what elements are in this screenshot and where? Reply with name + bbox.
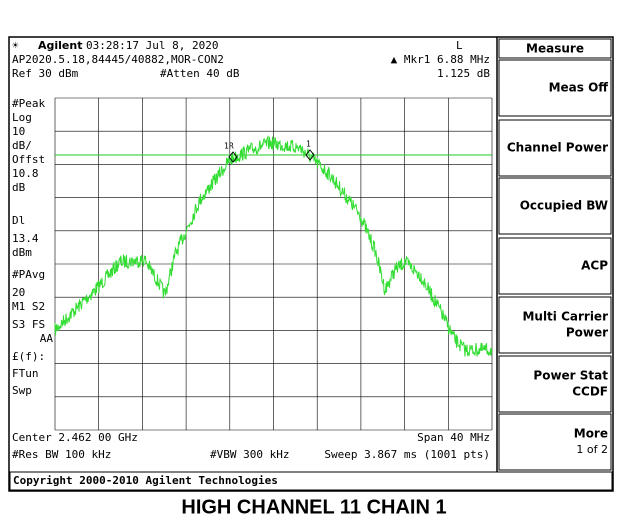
marker-delta-label: 1: [306, 140, 311, 149]
side-label: #PAvg: [12, 268, 45, 281]
menu-label: Meas Off: [549, 81, 609, 95]
vbw: #VBW 300 kHz: [210, 448, 289, 461]
menu-title-box: [498, 38, 612, 59]
marker-value: 1.125 dB: [437, 67, 490, 80]
side-label: Offst: [12, 153, 45, 166]
side-label: S3 FS: [12, 318, 45, 331]
menu-label: 1 of 2: [576, 443, 608, 456]
side-label: #Peak: [12, 97, 45, 110]
side-label: dB: [12, 181, 26, 194]
menu-title: Measure: [526, 42, 584, 56]
mode: L: [456, 39, 463, 52]
caption: HIGH CHANNEL 11 CHAIN 1: [181, 496, 446, 518]
status-bar: [9, 471, 613, 491]
side-label: FTun: [12, 367, 39, 380]
file-name: AP2020.5.18,84445/40882,MOR-CON2: [12, 53, 224, 66]
side-label: M1 S2: [12, 300, 45, 313]
rbw: #Res BW 100 kHz: [12, 448, 111, 461]
ref-level: Ref 30 dBm: [12, 67, 79, 80]
time: 03:28:17 Jul 8, 2020: [86, 39, 218, 52]
side-label: Swp: [12, 384, 32, 397]
menu-label: Multi Carrier: [522, 310, 608, 324]
side-label: dB/: [12, 139, 32, 152]
side-label: Log: [12, 111, 32, 124]
menu-button[interactable]: [498, 177, 612, 235]
menu-label: Power Stat: [533, 369, 608, 383]
menu-button[interactable]: [498, 59, 612, 117]
sweep: Sweep 3.867 ms (1001 pts): [324, 448, 490, 461]
menu-label: Power: [566, 326, 608, 340]
side-label: AA: [40, 332, 54, 345]
center-freq: Center 2.462 00 GHz: [12, 431, 138, 444]
marker-ref-label: 1R: [224, 142, 234, 151]
copyright: Copyright 2000-2010 Agilent Technologies: [13, 474, 278, 487]
menu-button[interactable]: [498, 355, 612, 413]
side-label: £(f):: [12, 350, 45, 363]
sun-icon: ☀: [12, 39, 19, 52]
span: Span 40 MHz: [417, 431, 490, 444]
brand: Agilent: [38, 39, 82, 52]
menu-button[interactable]: [498, 413, 612, 471]
marker-delta: [305, 149, 315, 161]
trace: [54, 134, 492, 357]
side-label: 13.4: [12, 232, 39, 245]
menu-button[interactable]: [498, 119, 612, 177]
menu-label: Occupied BW: [520, 199, 608, 213]
menu-label: CCDF: [572, 385, 608, 399]
menu-label: ACP: [581, 259, 608, 273]
marker-ref: [228, 151, 238, 163]
attenuation: #Atten 40 dB: [160, 67, 240, 80]
side-label: 10: [12, 125, 25, 138]
side-label: dBm: [12, 246, 32, 259]
side-label: 20: [12, 286, 25, 299]
side-label: 10.8: [12, 167, 39, 180]
menu-button[interactable]: [498, 296, 612, 354]
marker-readout: ▲ Mkr1 6.88 MHz: [391, 53, 490, 66]
menu-label: More: [574, 427, 608, 441]
menu-label: Channel Power: [507, 141, 608, 155]
side-label: Dl: [12, 214, 25, 227]
menu-button[interactable]: [498, 237, 612, 295]
